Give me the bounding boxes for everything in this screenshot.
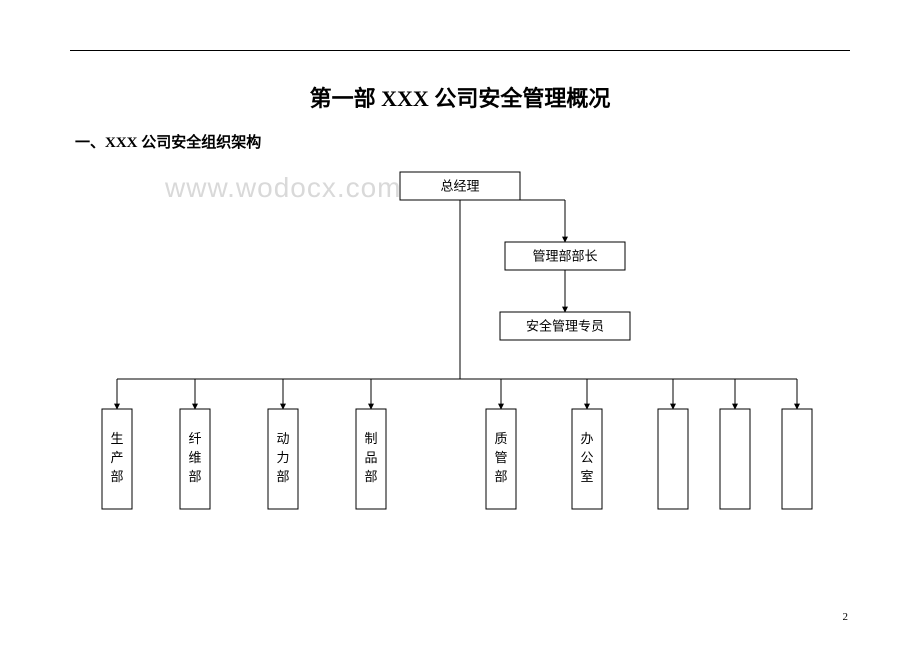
svg-text:质: 质 bbox=[494, 431, 507, 446]
top-rule bbox=[70, 50, 850, 51]
section-heading: 一、XXX 公司安全组织架构 bbox=[75, 131, 850, 152]
svg-text:制: 制 bbox=[364, 431, 377, 446]
svg-text:总经理: 总经理 bbox=[440, 179, 479, 194]
svg-text:纤: 纤 bbox=[188, 431, 201, 446]
svg-text:办: 办 bbox=[580, 431, 593, 446]
svg-text:部: 部 bbox=[110, 469, 123, 484]
svg-text:室: 室 bbox=[580, 469, 593, 484]
svg-text:部: 部 bbox=[276, 469, 289, 484]
svg-text:安全管理专员: 安全管理专员 bbox=[526, 319, 604, 334]
svg-text:部: 部 bbox=[494, 469, 507, 484]
page-number: 2 bbox=[843, 611, 849, 623]
page-title: 第一部 XXX 公司安全管理概况 bbox=[70, 81, 850, 113]
svg-text:品: 品 bbox=[364, 450, 377, 465]
svg-text:部: 部 bbox=[364, 469, 377, 484]
svg-text:管理部部长: 管理部部长 bbox=[532, 249, 597, 264]
svg-text:生: 生 bbox=[110, 431, 123, 446]
orgchart-container: 总经理管理部部长安全管理专员生产部纤维部动力部制品部质管部办公室 bbox=[70, 157, 850, 587]
svg-text:部: 部 bbox=[188, 469, 201, 484]
svg-text:管: 管 bbox=[494, 450, 507, 465]
svg-text:产: 产 bbox=[110, 450, 123, 465]
svg-text:动: 动 bbox=[276, 431, 289, 446]
svg-text:公: 公 bbox=[580, 450, 593, 465]
svg-text:维: 维 bbox=[188, 450, 201, 465]
svg-text:力: 力 bbox=[276, 450, 289, 465]
orgchart: 总经理管理部部长安全管理专员生产部纤维部动力部制品部质管部办公室 bbox=[70, 157, 850, 587]
